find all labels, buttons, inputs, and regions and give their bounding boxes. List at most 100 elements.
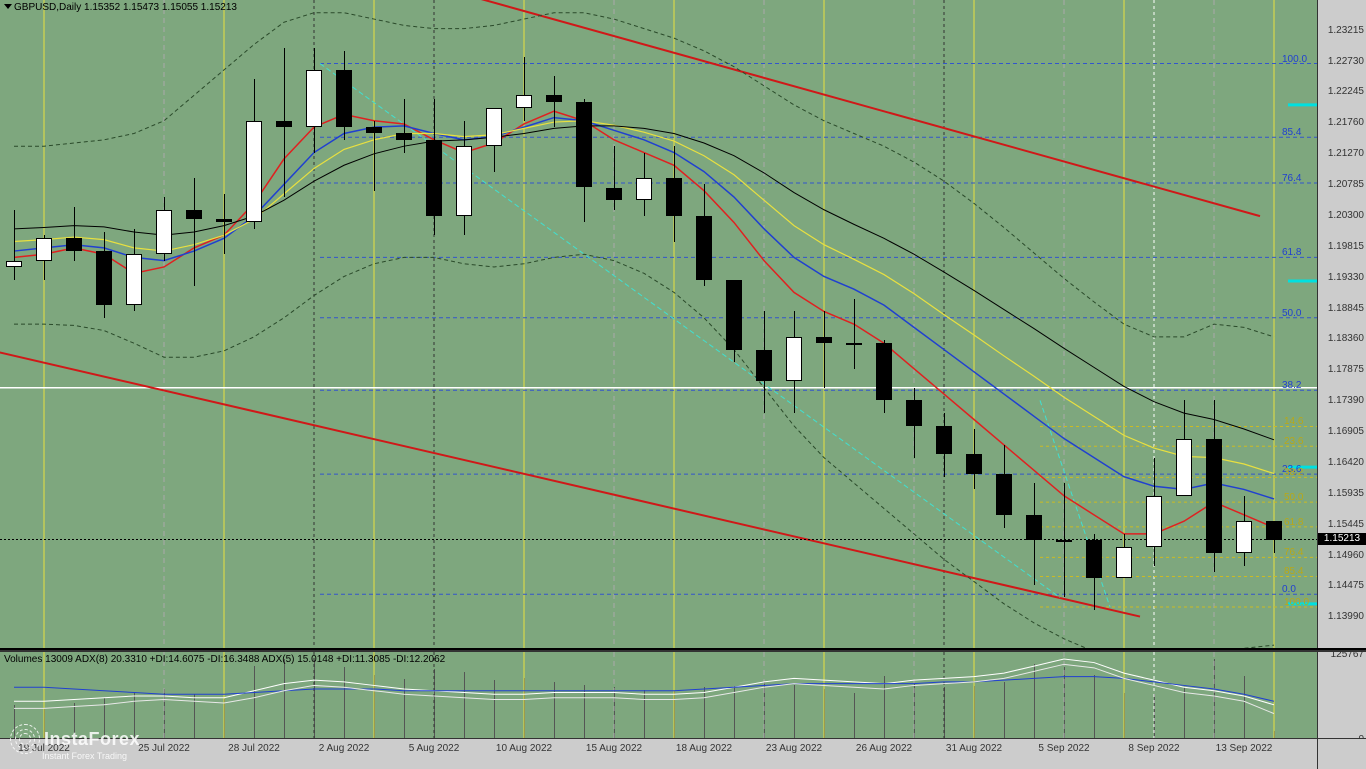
indicator-title: Volumes 13009 ADX(8) 20.3310 +DI:14.6075… [4,654,445,665]
candle-body[interactable] [36,238,52,260]
brand-name-bold: InstaForex [44,729,140,749]
candle-wick [824,311,825,387]
candle-body[interactable] [1236,521,1252,553]
candle-body[interactable] [6,261,22,267]
candle-wick [74,207,75,261]
x-tick-label: 25 Jul 2022 [138,743,190,754]
chart-root: 100.085.476.461.850.038.223.60.014.623.6… [0,0,1366,768]
candle-body[interactable] [306,70,322,127]
candle-wick [554,76,555,127]
candle-body[interactable] [756,350,772,382]
brand-logo: InstaForex [10,724,140,754]
candle-body[interactable] [876,343,892,400]
y-tick-label: 1.16420 [1328,457,1364,468]
candle-body[interactable] [1146,496,1162,547]
candle-body[interactable] [966,454,982,473]
candle-body[interactable] [906,400,922,425]
candle-body[interactable] [516,95,532,108]
y-tick-label: 1.20785 [1328,179,1364,190]
candle-body[interactable] [186,210,202,220]
candle-body[interactable] [636,178,652,200]
candle-body[interactable] [786,337,802,381]
candle-wick [194,178,195,286]
candle-body[interactable] [336,70,352,127]
candle-body[interactable] [1026,515,1042,540]
axis-corner [1317,738,1366,769]
y-tick-label: 1.13990 [1328,611,1364,622]
fib-label: 76.4 [1284,547,1303,558]
y-tick-label: 1.17390 [1328,395,1364,406]
brand-tagline: Instant Forex Trading [42,751,127,761]
indicator-panel[interactable]: Volumes 13009 ADX(8) 20.3310 +DI:14.6075… [0,650,1318,740]
y-tick-label: 1.18845 [1328,303,1364,314]
fib-label: 50.0 [1284,492,1303,503]
candle-body[interactable] [276,121,292,127]
y-tick-label: 1.19330 [1328,272,1364,283]
fib-label: 85.4 [1284,566,1303,577]
candle-body[interactable] [216,219,232,222]
x-axis[interactable]: 19 Jul 202225 Jul 202228 Jul 20222 Aug 2… [0,738,1318,769]
candle-body[interactable] [426,140,442,216]
y-tick-label: 1.21760 [1328,117,1364,128]
y-tick-label: 1.14475 [1328,580,1364,591]
candle-body[interactable] [816,337,832,343]
fib-label: 38.2 [1284,467,1303,478]
candle-body[interactable] [486,108,502,146]
y-tick-label: 1.15935 [1328,488,1364,499]
candle-body[interactable] [1086,540,1102,578]
chart-title: GBPUSD,Daily 1.15352 1.15473 1.15055 1.1… [14,2,237,13]
x-tick-label: 28 Jul 2022 [228,743,280,754]
candle-wick [854,299,855,369]
candle-body[interactable] [606,188,622,201]
candle-body[interactable] [996,474,1012,515]
candle-wick [224,194,225,254]
y-axis[interactable]: 1.232151.227301.222451.217601.212701.207… [1317,0,1366,648]
candle-body[interactable] [1206,439,1222,553]
candle-body[interactable] [96,251,112,305]
candle-body[interactable] [726,280,742,350]
candle-body[interactable] [366,127,382,133]
y-tick-label: 1.22730 [1328,56,1364,67]
x-tick-label: 2 Aug 2022 [319,743,370,754]
dropdown-icon[interactable] [4,4,12,9]
candle-body[interactable] [846,343,862,345]
candle-wick [404,99,405,153]
x-tick-label: 5 Aug 2022 [409,743,460,754]
indicator-svg [0,652,1318,740]
candle-body[interactable] [66,238,82,251]
candle-body[interactable] [126,254,142,305]
candle-body[interactable] [696,216,712,280]
candle-body[interactable] [1056,540,1072,542]
price-chart[interactable]: 100.085.476.461.850.038.223.60.014.623.6… [0,0,1318,648]
candle-body[interactable] [666,178,682,216]
candle-body[interactable] [1176,439,1192,496]
y-tick-label: 1.22245 [1328,86,1364,97]
x-tick-label: 5 Sep 2022 [1038,743,1089,754]
candle-body[interactable] [576,102,592,188]
candle-body[interactable] [396,133,412,139]
ind-y-label: 125767 [1331,649,1364,660]
x-tick-label: 15 Aug 2022 [586,743,642,754]
candle-body[interactable] [456,146,472,216]
y-tick-label: 1.20300 [1328,210,1364,221]
candle-body[interactable] [246,121,262,223]
x-tick-label: 31 Aug 2022 [946,743,1002,754]
x-tick-label: 18 Aug 2022 [676,743,732,754]
y-tick-label: 1.19815 [1328,241,1364,252]
candle-body[interactable] [936,426,952,455]
candle-body[interactable] [1266,521,1282,539]
x-tick-label: 10 Aug 2022 [496,743,552,754]
fib-label: 61.8 [1284,517,1303,528]
fib-label: 100.0 [1284,597,1309,608]
x-tick-label: 13 Sep 2022 [1216,743,1273,754]
candle-body[interactable] [1116,547,1132,579]
candle-wick [14,210,15,280]
candle-body[interactable] [156,210,172,254]
indicator-y-axis: 1257670 [1317,650,1366,740]
logo-icon [10,724,40,754]
x-tick-label: 23 Aug 2022 [766,743,822,754]
y-tick-label: 1.23215 [1328,25,1364,36]
x-tick-label: 26 Aug 2022 [856,743,912,754]
fib-label: 23.6 [1284,436,1303,447]
candle-body[interactable] [546,95,562,101]
